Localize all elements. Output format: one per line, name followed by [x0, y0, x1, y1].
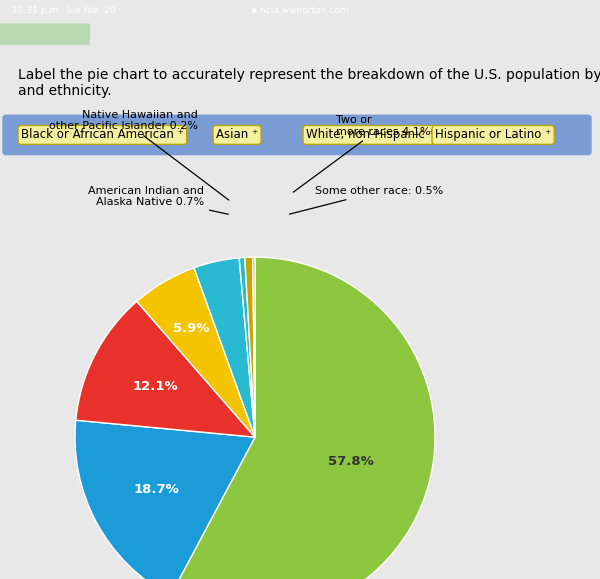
FancyBboxPatch shape — [3, 115, 591, 155]
Text: Label the pie chart to accurately represent the breakdown of the U.S. population: Label the pie chart to accurately repres… — [18, 68, 600, 98]
Text: ▪ ncia.wwnorton.com: ▪ ncia.wwnorton.com — [251, 6, 349, 14]
Text: Hispanic or Latino ⁺: Hispanic or Latino ⁺ — [435, 129, 551, 141]
Wedge shape — [194, 258, 255, 437]
Wedge shape — [245, 257, 255, 437]
FancyBboxPatch shape — [0, 23, 90, 45]
Text: American Indian and
Alaska Native 0.7%: American Indian and Alaska Native 0.7% — [88, 186, 228, 214]
Text: 5.9%: 5.9% — [173, 322, 209, 335]
Text: Black or African American ⁺: Black or African American ⁺ — [21, 129, 184, 141]
Text: 10:31 p.m.  Jue feb. 20: 10:31 p.m. Jue feb. 20 — [12, 6, 115, 14]
Wedge shape — [170, 257, 435, 579]
Text: Native Hawaiian and
other Pacific Islander 0.2%: Native Hawaiian and other Pacific Island… — [49, 109, 229, 200]
Text: Two or
more races 4.1%: Two or more races 4.1% — [293, 115, 431, 192]
Text: 12.1%: 12.1% — [133, 380, 179, 393]
Text: Some other race: 0.5%: Some other race: 0.5% — [289, 186, 443, 214]
Text: 18.7%: 18.7% — [134, 483, 179, 496]
Text: 57.8%: 57.8% — [328, 455, 374, 468]
Wedge shape — [75, 420, 255, 579]
Wedge shape — [137, 267, 255, 437]
Text: White, non-Hispanic ⁺: White, non-Hispanic ⁺ — [306, 129, 434, 141]
Wedge shape — [253, 257, 255, 437]
Wedge shape — [76, 302, 255, 437]
Text: Asian ⁺: Asian ⁺ — [216, 129, 258, 141]
Wedge shape — [239, 258, 255, 437]
